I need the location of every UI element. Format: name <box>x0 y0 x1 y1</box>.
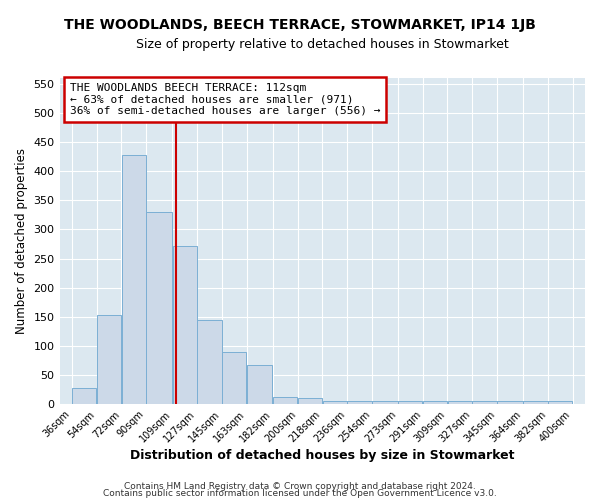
Bar <box>448 402 472 404</box>
Bar <box>347 402 371 404</box>
Bar <box>146 212 172 404</box>
Text: Contains HM Land Registry data © Crown copyright and database right 2024.: Contains HM Land Registry data © Crown c… <box>124 482 476 491</box>
Bar <box>247 364 272 404</box>
Bar <box>97 315 121 404</box>
Bar <box>472 402 497 404</box>
Bar <box>548 400 572 404</box>
Bar <box>173 246 197 404</box>
Title: Size of property relative to detached houses in Stowmarket: Size of property relative to detached ho… <box>136 38 509 51</box>
Bar <box>72 388 97 404</box>
Y-axis label: Number of detached properties: Number of detached properties <box>15 148 28 334</box>
Bar <box>197 320 221 404</box>
X-axis label: Distribution of detached houses by size in Stowmarket: Distribution of detached houses by size … <box>130 450 515 462</box>
Bar <box>298 398 322 404</box>
Bar <box>398 402 422 404</box>
Bar <box>122 155 146 404</box>
Bar <box>497 402 523 404</box>
Bar <box>372 402 398 404</box>
Bar <box>423 402 447 404</box>
Bar <box>323 400 347 404</box>
Bar <box>222 352 247 404</box>
Text: THE WOODLANDS BEECH TERRACE: 112sqm
← 63% of detached houses are smaller (971)
3: THE WOODLANDS BEECH TERRACE: 112sqm ← 63… <box>70 83 380 116</box>
Text: Contains public sector information licensed under the Open Government Licence v3: Contains public sector information licen… <box>103 489 497 498</box>
Bar <box>273 396 297 404</box>
Text: THE WOODLANDS, BEECH TERRACE, STOWMARKET, IP14 1JB: THE WOODLANDS, BEECH TERRACE, STOWMARKET… <box>64 18 536 32</box>
Bar <box>523 402 548 404</box>
